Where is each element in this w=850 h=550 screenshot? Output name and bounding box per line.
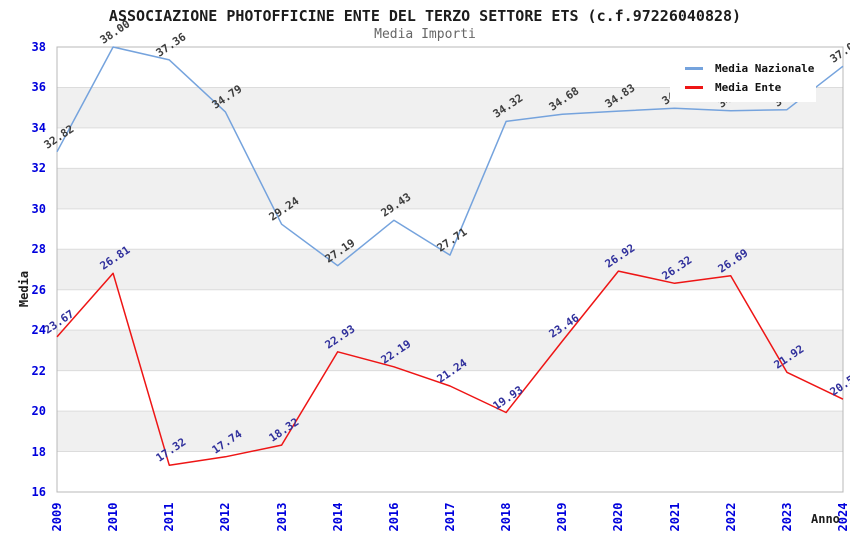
x-tick-label: 2016 — [386, 502, 401, 532]
legend-line-swatch-ente — [685, 86, 703, 89]
y-tick-label: 22 — [31, 363, 46, 378]
y-tick-label: 26 — [31, 282, 46, 297]
chart-subtitle: Media Importi — [374, 27, 476, 42]
series-line-media-nazionale — [56, 46, 844, 267]
x-tick-label: 2023 — [779, 502, 794, 532]
y-tick-label: 20 — [31, 404, 46, 419]
y-tick-label: 30 — [31, 201, 46, 216]
y-tick-label: 24 — [31, 323, 46, 338]
x-axis-title: Anno — [811, 512, 840, 526]
y-tick-label: 16 — [31, 485, 46, 499]
y-tick-label: 32 — [31, 161, 46, 176]
y-tick-label: 36 — [31, 80, 46, 95]
x-tick-label: 2022 — [723, 502, 738, 532]
x-tick-label: 2010 — [106, 502, 121, 532]
grid-band — [57, 168, 843, 209]
x-tick-label: 2011 — [162, 502, 177, 532]
x-tick-label: 2009 — [50, 502, 64, 532]
x-tick-label: 2020 — [611, 502, 626, 532]
y-tick-label: 18 — [31, 444, 46, 459]
series-line-media-ente — [56, 270, 844, 467]
y-tick-label: 28 — [31, 242, 46, 257]
legend-item-media-nazionale: Media Nazionale — [670, 59, 816, 78]
grid-band — [57, 249, 843, 290]
plot-border — [56, 46, 844, 493]
y-tick-label: 34 — [31, 120, 46, 135]
legend-label-ente: Media Ente — [715, 81, 782, 94]
grid-band — [57, 411, 843, 452]
legend: Media Nazionale Media Ente — [670, 56, 816, 102]
x-tick-label: 2021 — [667, 502, 682, 532]
x-tick-label: 2012 — [218, 502, 233, 532]
chart-title: ASSOCIAZIONE PHOTOFFICINE ENTE DEL TERZO… — [108, 7, 742, 25]
grid-band — [57, 330, 843, 371]
x-tick-label: 2018 — [499, 502, 514, 532]
legend-label-nazionale: Media Nazionale — [715, 62, 815, 75]
y-tick-label: 38 — [31, 40, 46, 54]
legend-item-media-ente: Media Ente — [670, 78, 816, 97]
y-axis-title: Media — [17, 270, 31, 308]
legend-line-swatch-nazionale — [685, 67, 703, 70]
x-tick-label: 2014 — [330, 502, 345, 532]
x-tick-label: 2013 — [274, 502, 289, 532]
x-tick-label: 2017 — [443, 502, 457, 532]
x-tick-label: 2019 — [555, 502, 570, 532]
